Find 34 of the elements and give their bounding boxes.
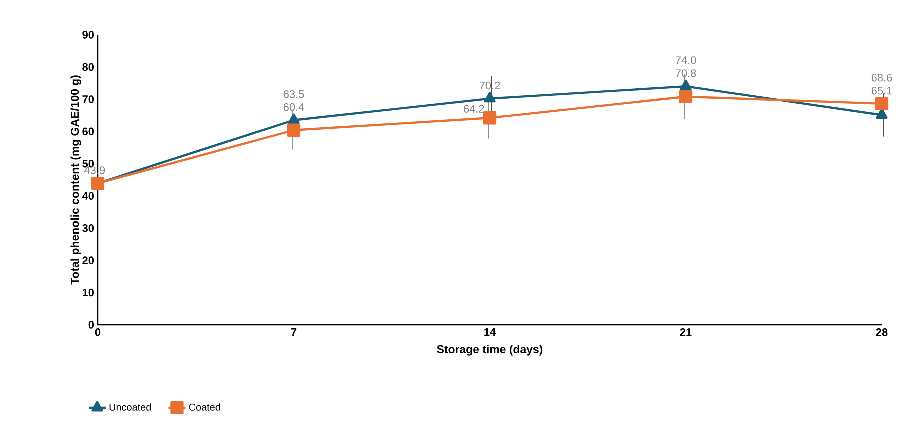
x-tick-label: 28 xyxy=(876,328,888,336)
x-tick-label: 0 xyxy=(95,328,101,336)
y-tick-label: 90 xyxy=(82,31,94,39)
point xyxy=(679,90,693,104)
y-tick-label: 30 xyxy=(82,224,94,232)
data-label: 65.1 xyxy=(872,87,892,95)
point xyxy=(288,114,300,124)
point xyxy=(875,97,889,111)
y-tick-label: 0 xyxy=(88,321,94,329)
data-label: 74.0 xyxy=(676,56,696,64)
y-tick-label: 80 xyxy=(82,63,94,72)
data-label: 68.6 xyxy=(872,74,892,82)
point xyxy=(680,80,692,90)
point xyxy=(91,176,105,190)
x-tick-label: 14 xyxy=(484,328,496,336)
data-label: 63.5 xyxy=(284,90,304,98)
data-label: 60.4 xyxy=(284,103,304,112)
y-tick-label: 60 xyxy=(82,128,94,136)
x-tick-label: 7 xyxy=(291,328,297,336)
y-tick-label: 10 xyxy=(82,288,94,297)
y-tick-label: 50 xyxy=(82,160,94,168)
y-axis-title: Total phenolic content (mg GAE/100 g) xyxy=(70,76,82,285)
y-tick-label: 20 xyxy=(82,256,94,264)
data-label: 64.2 xyxy=(464,105,484,113)
legend-label: Coated xyxy=(189,404,220,411)
data-label: 70.8 xyxy=(676,70,696,78)
x-tick-label: 21 xyxy=(680,328,692,336)
point xyxy=(287,124,301,137)
y-tick-label: 40 xyxy=(82,192,94,200)
point xyxy=(484,92,496,103)
legend-label: Uncoated xyxy=(110,404,152,411)
point xyxy=(483,112,497,125)
x-axis-title: Storage time (days) xyxy=(437,345,543,356)
y-tick-label: 70 xyxy=(82,96,94,104)
